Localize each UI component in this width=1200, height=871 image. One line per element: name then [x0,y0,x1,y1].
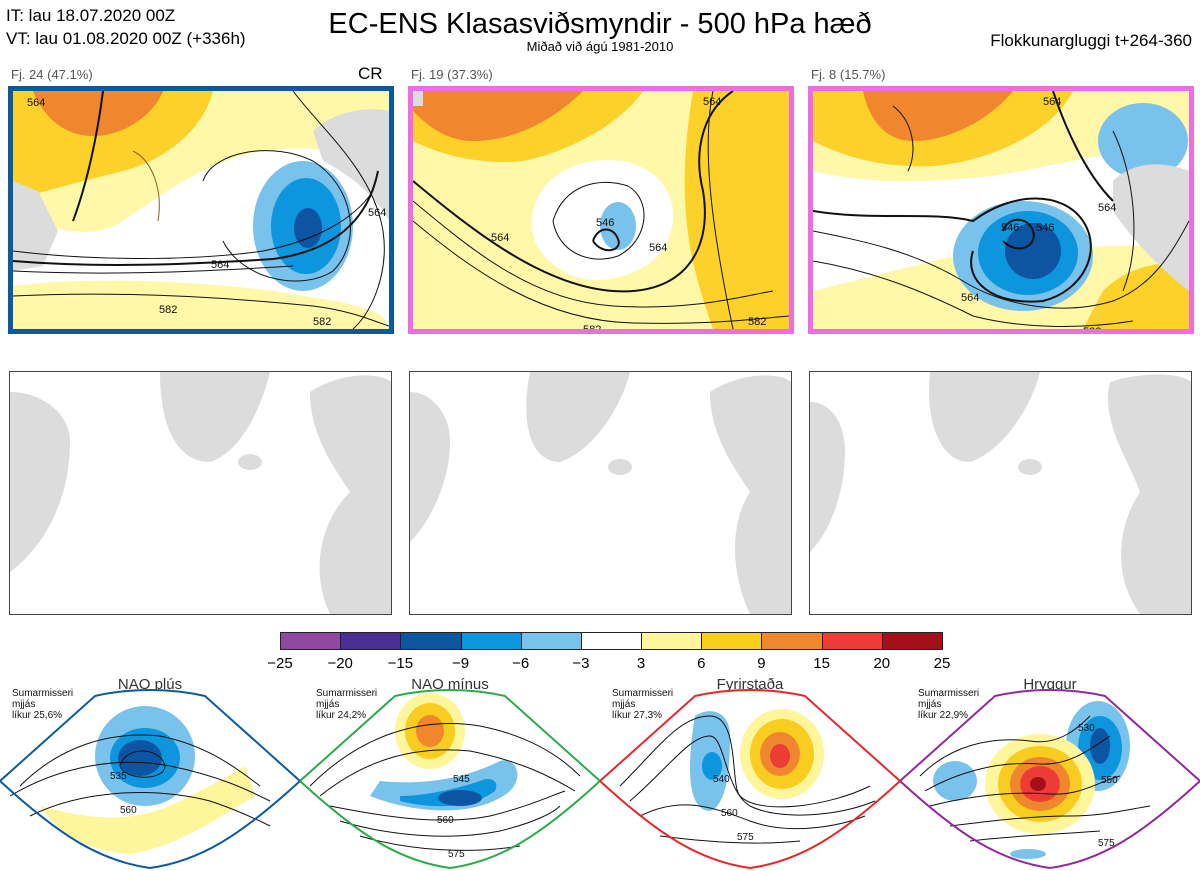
contour-label: 582 [159,304,177,316]
contour-label: 535 [110,771,127,782]
contour-label: 560 [437,815,454,826]
color-scale-tick-label: −9 [451,655,470,672]
color-scale-tick-label: 6 [697,655,706,672]
regime-ridge: Hryggur Sumarmisseri mjjás líkur 22,9% 5… [900,676,1200,871]
regime-nao-plus: NAO plús Sumarmisseri mjjás líkur 25,6% … [0,676,300,871]
page-subtitle: Miðað við ágú 1981-2010 [526,39,674,54]
color-scale-tick-label: −15 [387,655,414,672]
empty-map-2 [409,371,792,615]
regime-probability: líkur 22,9% [918,710,969,721]
color-scale-tick-label: −25 [267,655,293,672]
regime-sector-graphic: 530 550 575 [900,689,1200,870]
contour-label: 564 [27,97,45,109]
empty-map-3-graphic [810,372,1191,614]
color-scale-swatch [460,632,522,650]
contour-label: 582 [748,316,766,328]
cluster-map-1-graphic: 564 564 582 582 564 [13,91,389,329]
color-scale-tick-label: 20 [873,655,891,672]
color-scale-tick-label: 25 [933,655,951,672]
panel-3-label: Fj. 8 (15.7%) [811,67,886,82]
panel-2-label: Fj. 19 (37.3%) [411,67,493,82]
regime-sector-graphic: 540 560 575 [600,689,900,870]
contour-label: 582 [1083,326,1101,329]
contour-label: 582 [313,316,331,328]
classification-window: Flokkunargluggi t+264-360 [990,31,1192,50]
valid-time: VT: lau 01.08.2020 00Z (+336h) [6,29,246,48]
contour-label: 560 [120,805,137,816]
regime-name: NAO plús [117,676,183,693]
regime-nao-minus: NAO mínus Sumarmisseri mjjás líkur 24,2%… [300,676,600,871]
regime-months: mjjás [612,699,636,710]
contour-label: 564 [703,96,721,108]
empty-map-1-graphic [10,372,391,614]
panel-1-label: Fj. 24 (47.1%) [11,67,93,82]
contour-label: 564 [491,232,509,244]
regime-probability: líkur 27,3% [612,710,663,721]
regime-season: Sumarmisseri [612,688,674,699]
contour-label: 575 [737,832,754,843]
regime-season: Sumarmisseri [918,688,980,699]
contour-label: 564 [1043,96,1061,108]
regime-probability: líkur 24,2% [316,710,367,721]
color-scale-swatch [520,632,582,650]
contour-label: 564 [368,207,386,219]
contour-label: 564 [1098,202,1116,214]
color-scale-swatch [761,632,823,650]
cluster-map-3-graphic: 564 546 546 564 564 582 [813,91,1189,329]
color-scale-tick-label: 9 [757,655,766,672]
cluster-map-2-graphic: 564 546 564 564 582 582 [413,91,789,329]
regime-season: Sumarmisseri [12,688,74,699]
initial-time: IT: lau 18.07.2020 00Z [6,6,176,25]
color-scale-swatch [280,632,342,650]
contour-label: 546 [1036,222,1054,234]
cluster-map-2: 564 546 564 564 582 582 [408,86,794,334]
color-scale-swatch [881,632,943,650]
color-scale-swatch [821,632,883,650]
color-scale-swatch [340,632,402,650]
page-title: EC-ENS Klasasviðsmyndir - 500 hPa hæð [328,8,872,40]
contour-label: 564 [211,259,229,271]
regime-season: Sumarmisseri [316,688,378,699]
empty-map-1 [9,371,392,615]
contour-label: 540 [713,774,730,785]
regime-months: mjjás [12,699,36,710]
color-scale-swatch [641,632,703,650]
cluster-map-1: 564 564 582 582 564 [8,86,394,334]
empty-map-3 [809,371,1192,615]
contour-label: 564 [649,242,667,254]
regime-name: Fyrirstaða [716,676,784,693]
contour-label: 550 [1101,775,1118,786]
color-scale-tick-label: 15 [813,655,830,672]
regime-probability: líkur 25,6% [12,710,63,721]
color-scale-tick-label: −6 [512,655,530,672]
contour-label: 545 [453,774,470,785]
contour-label: 546 [1001,222,1019,234]
color-scale-tick-label: −20 [327,655,353,672]
regime-months: mjjás [316,699,340,710]
contour-label: 530 [1078,723,1095,734]
color-scale-tick-label: −3 [572,655,590,672]
contour-label: 560 [721,808,738,819]
regime-blocking: Fyrirstaða Sumarmisseri mjjás líkur 27,3… [600,676,900,871]
regime-name: Hryggur [1023,676,1077,693]
empty-map-2-graphic [410,372,791,614]
panel-1-tag: CR [358,64,383,83]
contour-label: 564 [961,292,979,304]
regime-months: mjjás [918,699,942,710]
cluster-map-3: 564 546 546 564 564 582 [808,86,1194,334]
contour-label: 575 [448,849,465,860]
color-scale-swatch [400,632,462,650]
color-scale-swatch [701,632,763,650]
regime-name: NAO mínus [411,676,489,693]
contour-label: 546 [596,217,614,229]
contour-label: 575 [1098,838,1115,849]
color-scale-swatch [580,632,643,650]
regime-sector-graphic: 535 560 [0,689,300,870]
regime-sector-graphic: 545 560 575 [300,689,600,870]
color-scale-tick-label: 3 [636,655,646,672]
contour-label: 582 [583,324,601,329]
